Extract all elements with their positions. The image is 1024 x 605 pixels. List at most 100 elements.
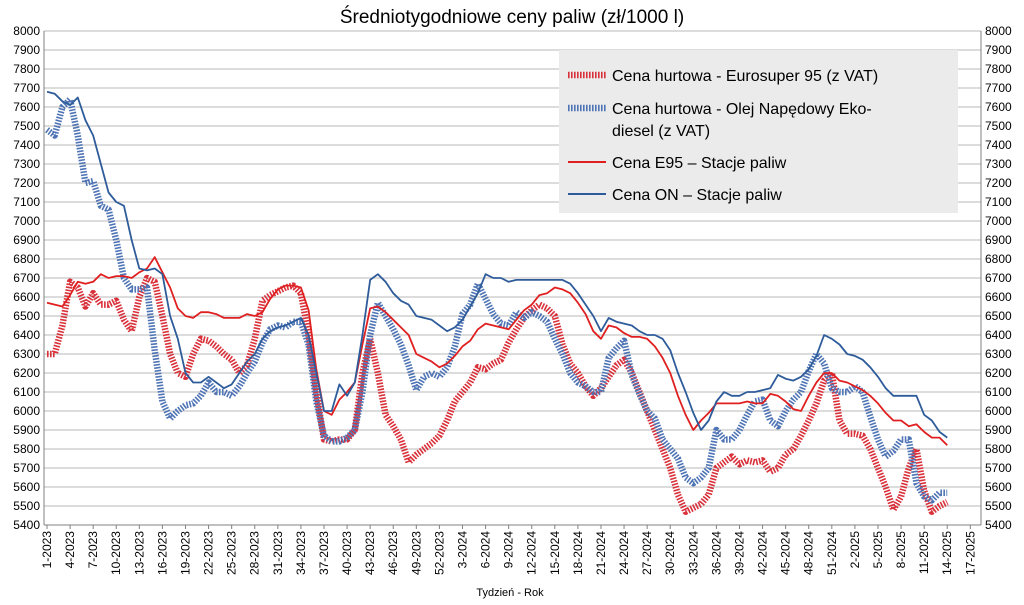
- y-tick-label-left: 7000: [13, 214, 40, 228]
- series-line-1: [47, 274, 949, 515]
- y-tick-label-right: 7300: [985, 157, 1012, 171]
- x-tick-label: 6-2024: [479, 531, 493, 569]
- series-layer: [45, 90, 949, 515]
- x-tick-label: 31-2023: [271, 531, 285, 575]
- x-axis-label: Tydzień - Rok: [476, 587, 544, 599]
- x-tick-label: 19-2023: [178, 531, 192, 575]
- y-tick-label-right: 7900: [985, 43, 1012, 57]
- x-tick-label: 1-2023: [40, 531, 54, 569]
- x-tick-label: 2-2025: [848, 531, 862, 569]
- y-tick-label-left: 6900: [13, 233, 40, 247]
- y-tick-label-right: 6600: [985, 290, 1012, 304]
- x-tick-label: 37-2023: [317, 531, 331, 575]
- x-tick-label: 28-2023: [248, 531, 262, 575]
- y-tick-label-right: 5600: [985, 480, 1012, 494]
- y-tick-label-left: 7300: [13, 157, 40, 171]
- y-tick-label-left: 6700: [13, 271, 40, 285]
- y-tick-label-right: 8000: [985, 24, 1012, 38]
- y-tick-label-right: 6400: [985, 328, 1012, 342]
- y-tick-label-right: 5900: [985, 423, 1012, 437]
- x-axis: 1-2023 4-2023 7-2023 10-2023 13-2023 16-2023 1…: [40, 525, 977, 575]
- y-tick-label-left: 7500: [13, 119, 40, 133]
- y-axis-left: 5400 5500 5600 5700 5800 5900 6000 6100 6200 6300…: [13, 24, 40, 532]
- legend: Cena hurtowa - Eurosuper 95 (z VAT) Cena …: [559, 50, 958, 213]
- y-tick-label-left: 7700: [13, 81, 40, 95]
- y-tick-label-right: 7100: [985, 195, 1012, 209]
- y-tick-label-left: 5600: [13, 480, 40, 494]
- x-tick-label: 22-2023: [202, 531, 216, 575]
- chart-title: Średniotygodniowe ceny paliw (zł/1000 l): [340, 6, 684, 28]
- x-tick-label: 39-2024: [732, 531, 746, 575]
- y-tick-label-left: 7200: [13, 176, 40, 190]
- x-tick-label: 52-2023: [432, 531, 446, 575]
- y-tick-label-right: 6800: [985, 252, 1012, 266]
- y-tick-label-right: 5800: [985, 442, 1012, 456]
- x-tick-label: 10-2023: [109, 531, 123, 575]
- x-tick-label: 42-2024: [756, 531, 770, 575]
- x-tick-label: 46-2023: [386, 531, 400, 575]
- y-tick-label-right: 6100: [985, 385, 1012, 399]
- y-tick-label-right: 6200: [985, 366, 1012, 380]
- x-tick-label: 36-2024: [709, 531, 723, 575]
- x-tick-label: 21-2024: [594, 531, 608, 575]
- y-tick-label-right: 6000: [985, 404, 1012, 418]
- x-tick-label: 17-2025: [963, 531, 977, 575]
- x-tick-label: 43-2023: [363, 531, 377, 575]
- series-line-4: [46, 90, 948, 439]
- y-tick-label-left: 7800: [13, 62, 40, 76]
- x-tick-label: 8-2025: [894, 531, 908, 569]
- x-tick-label: 16-2023: [155, 531, 169, 575]
- x-tick-label: 7-2023: [86, 531, 100, 569]
- y-tick-label-left: 5900: [13, 423, 40, 437]
- y-tick-label-left: 7100: [13, 195, 40, 209]
- x-tick-label: 4-2023: [63, 531, 77, 569]
- y-tick-label-left: 6500: [13, 309, 40, 323]
- x-tick-label: 9-2024: [502, 531, 516, 569]
- y-tick-label-right: 7400: [985, 138, 1012, 152]
- y-tick-label-left: 5800: [13, 442, 40, 456]
- y-tick-label-left: 5400: [13, 518, 40, 532]
- y-tick-label-right: 5500: [985, 499, 1012, 513]
- x-tick-label: 3-2024: [455, 531, 469, 569]
- x-tick-label: 30-2024: [663, 531, 677, 575]
- x-tick-label: 51-2024: [825, 531, 839, 575]
- y-axis-right: 5400 5500 5600 5700 5800 5900 6000 6100 6200 6300…: [985, 24, 1012, 532]
- y-tick-label-left: 6000: [13, 404, 40, 418]
- y-tick-label-left: 8000: [13, 24, 40, 38]
- x-tick-label: 49-2023: [409, 531, 423, 575]
- y-tick-label-left: 6100: [13, 385, 40, 399]
- y-tick-label-left: 6300: [13, 347, 40, 361]
- y-tick-label-right: 5700: [985, 461, 1012, 475]
- x-tick-label: 48-2024: [802, 531, 816, 575]
- y-tick-label-left: 6800: [13, 252, 40, 266]
- y-tick-label-left: 6200: [13, 366, 40, 380]
- legend-label: Cena ON – Stacje paliw: [612, 187, 782, 204]
- x-tick-label: 45-2024: [779, 531, 793, 575]
- x-tick-label: 33-2024: [686, 531, 700, 575]
- legend-label: Cena hurtowa - Eurosuper 95 (z VAT): [612, 68, 878, 85]
- y-tick-label-left: 5700: [13, 461, 40, 475]
- y-tick-label-right: 7700: [985, 81, 1012, 95]
- y-tick-label-right: 7000: [985, 214, 1012, 228]
- y-tick-label-left: 6400: [13, 328, 40, 342]
- y-tick-label-right: 7600: [985, 100, 1012, 114]
- series-line-3: [46, 256, 948, 446]
- x-tick-label: 25-2023: [225, 531, 239, 575]
- y-tick-label-right: 6900: [985, 233, 1012, 247]
- x-tick-label: 24-2024: [617, 531, 631, 575]
- y-tick-label-right: 7500: [985, 119, 1012, 133]
- x-tick-label: 18-2024: [571, 531, 585, 575]
- y-tick-label-right: 6300: [985, 347, 1012, 361]
- x-tick-label: 11-2025: [917, 531, 931, 574]
- y-tick-label-right: 6700: [985, 271, 1012, 285]
- x-tick-label: 40-2023: [340, 531, 354, 575]
- x-tick-label: 5-2025: [871, 531, 885, 569]
- y-tick-label-right: 7200: [985, 176, 1012, 190]
- y-tick-label-left: 6600: [13, 290, 40, 304]
- y-tick-label-right: 7800: [985, 62, 1012, 76]
- x-tick-label: 27-2024: [640, 531, 654, 575]
- series-line-2: [45, 96, 948, 504]
- x-tick-label: 14-2025: [940, 531, 954, 575]
